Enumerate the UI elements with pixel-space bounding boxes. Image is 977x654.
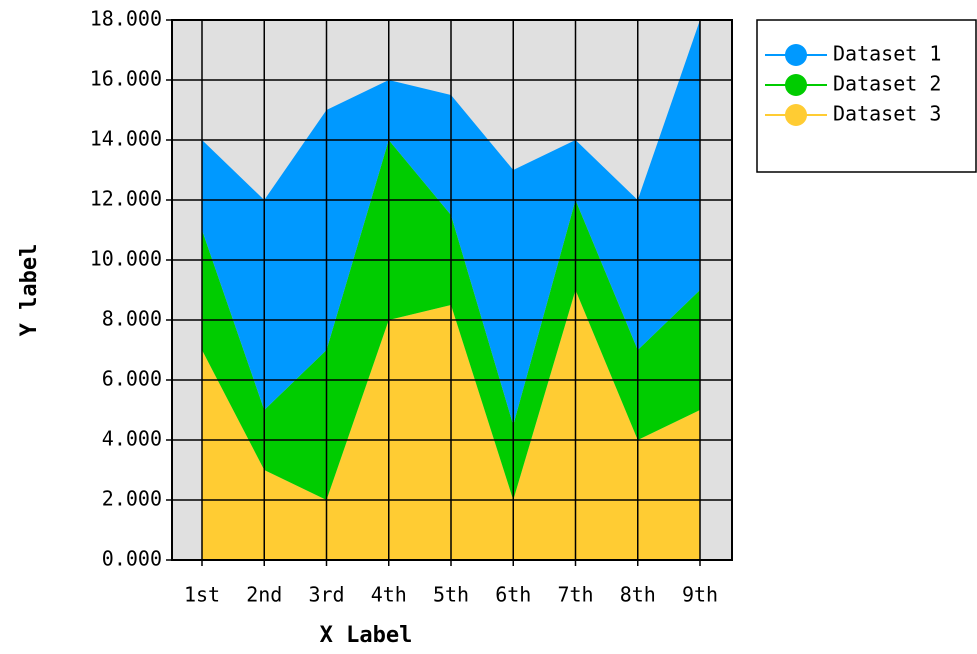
x-tick-label: 3rd — [308, 583, 344, 607]
y-tick-label: 10.000 — [90, 247, 162, 271]
y-tick-label: 18.000 — [90, 7, 162, 31]
y-tick-label: 16.000 — [90, 67, 162, 91]
x-axis-title: X Label — [320, 623, 413, 648]
x-tick-label: 2nd — [246, 583, 282, 607]
y-tick-label: 2.000 — [102, 487, 162, 511]
y-tick-label: 0.000 — [102, 547, 162, 571]
y-tick-label: 14.000 — [90, 127, 162, 151]
y-tick-label: 6.000 — [102, 367, 162, 391]
legend-marker — [785, 44, 807, 66]
legend-marker — [785, 104, 807, 126]
legend: Dataset 1 Dataset 2 Dataset 3 — [756, 19, 977, 173]
x-tick-label: 7th — [557, 583, 593, 607]
y-axis-title: Y label — [17, 244, 42, 337]
plot-frame — [171, 19, 733, 561]
legend-label: Dataset 1 — [833, 42, 941, 66]
legend-label: Dataset 3 — [833, 102, 941, 126]
y-tick-label: 12.000 — [90, 187, 162, 211]
x-tick-label: 5th — [433, 583, 469, 607]
legend-label: Dataset 2 — [833, 72, 941, 96]
x-tick-label: 4th — [371, 583, 407, 607]
y-tick-label: 8.000 — [102, 307, 162, 331]
x-tick-label: 8th — [620, 583, 656, 607]
x-tick-label: 6th — [495, 583, 531, 607]
x-tick-label: 1st — [184, 583, 220, 607]
y-tick-label: 4.000 — [102, 427, 162, 451]
legend-marker — [785, 74, 807, 96]
x-tick-label: 9th — [682, 583, 718, 607]
